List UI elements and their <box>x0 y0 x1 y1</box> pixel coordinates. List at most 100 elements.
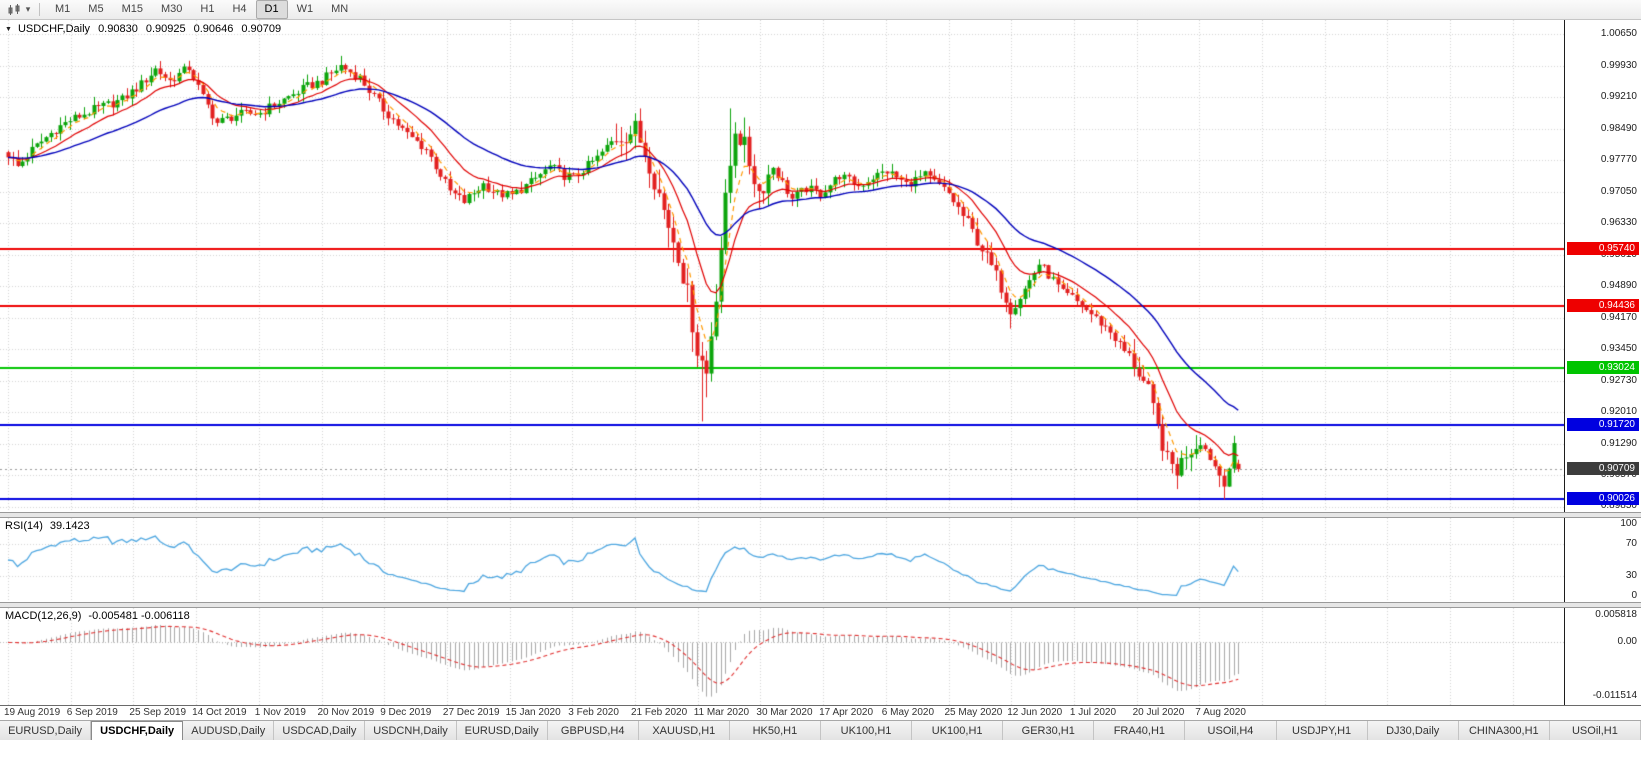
macd-scale-label: -0.011514 <box>1592 690 1637 702</box>
level-price-label[interactable]: 0.95740 <box>1567 241 1639 255</box>
date-label: 27 Dec 2019 <box>442 707 500 718</box>
price-tick-label: 0.99930 <box>1600 59 1637 71</box>
rsi-scale-label: 0 <box>1631 590 1637 601</box>
timeframe-m15[interactable]: M15 <box>121 3 143 15</box>
tab-eurusd-daily[interactable]: EURUSD,Daily <box>456 721 548 740</box>
price-tick-label: 0.94170 <box>1600 311 1637 323</box>
rsi-scale-label: 100 <box>1620 518 1637 529</box>
timeframe-m1[interactable]: M1 <box>55 3 71 15</box>
date-label: 21 Feb 2020 <box>631 707 688 718</box>
rsi-scale-label: 30 <box>1625 569 1637 581</box>
tab-usdcad-daily[interactable]: USDCAD,Daily <box>274 721 366 740</box>
rsi-canvas[interactable] <box>0 518 1564 602</box>
chart-window: ▼ USDCHF,Daily 0.90830 0.90925 0.90646 0… <box>0 20 1641 720</box>
date-label: 25 Sep 2019 <box>129 707 187 718</box>
tab-audusd-daily[interactable]: AUDUSD,Daily <box>183 721 275 740</box>
tab-china300-h1[interactable]: CHINA300,H1 <box>1458 721 1550 740</box>
level-price-label[interactable]: 0.91720 <box>1567 417 1639 431</box>
date-label: 11 Mar 2020 <box>693 707 750 718</box>
tab-fra40-h1[interactable]: FRA40,H1 <box>1094 721 1186 740</box>
dropdown-arrow-icon[interactable]: ▾ <box>25 4 31 14</box>
macd-label: MACD(12,26,9) -0.005481 -0.006118 <box>5 610 190 622</box>
tab-usdjpy-h1[interactable]: USDJPY,H1 <box>1276 721 1368 740</box>
macd-scale-label: 0.005818 <box>1595 609 1637 621</box>
price-tick-label: 0.99210 <box>1600 91 1637 103</box>
date-label: 7 Aug 2020 <box>1195 707 1246 718</box>
tab-usdchf-daily[interactable]: USDCHF,Daily <box>91 721 184 740</box>
ohlc-open: 0.90830 <box>98 23 138 35</box>
timeframe-h4[interactable]: H4 <box>232 3 247 15</box>
current-price-label: 0.90709 <box>1567 462 1639 476</box>
chart-type-icon[interactable] <box>5 1 23 18</box>
macd-current-values: -0.005481 -0.006118 <box>88 610 190 622</box>
tab-dj30-daily[interactable]: DJ30,Daily <box>1367 721 1459 740</box>
tab-uk100-h1[interactable]: UK100,H1 <box>820 721 913 740</box>
level-price-label[interactable]: 0.93024 <box>1567 360 1639 374</box>
price-chart-canvas[interactable] <box>0 20 1564 512</box>
ohlc-low: 0.90646 <box>193 23 234 35</box>
tab-xauusd-h1[interactable]: XAUUSD,H1 <box>638 721 730 740</box>
price-axis[interactable]: 1.00650 0.99930 0.99210 0.98490 0.97770 0.970… <box>1565 20 1641 512</box>
tab-hk50-h1[interactable]: HK50,H1 <box>729 721 821 740</box>
price-tick-label: 0.97770 <box>1600 154 1637 166</box>
price-pane: ▼ USDCHF,Daily 0.90830 0.90925 0.90646 0… <box>0 20 1641 512</box>
timeframe-m5[interactable]: M5 <box>88 3 104 15</box>
date-axis[interactable]: 19 Aug 2019 6 Sep 2019 25 Sep 2019 14 Oct 2… <box>0 705 1641 720</box>
date-label: 15 Jan 2020 <box>505 707 561 718</box>
date-label: 6 May 2020 <box>881 707 935 718</box>
collapse-triangle-icon[interactable]: ▼ <box>5 25 12 33</box>
macd-axis[interactable]: 0.005818 0.00 -0.011514 <box>1565 608 1641 705</box>
date-label: 17 Apr 2020 <box>819 707 874 718</box>
chart-title: ▼ USDCHF,Daily 0.90830 0.90925 0.90646 0… <box>5 23 281 35</box>
tab-uk100-h1[interactable]: UK100,H1 <box>912 721 1004 740</box>
pane-splitter[interactable] <box>0 602 1641 608</box>
tab-usoil-h1[interactable]: USOil,H1 <box>1549 721 1641 740</box>
macd-pane: MACD(12,26,9) -0.005481 -0.006118 0.0058… <box>0 608 1641 705</box>
tab-eurusd-daily[interactable]: EURUSD,Daily <box>0 721 92 740</box>
timeframe-w1[interactable]: W1 <box>296 3 314 15</box>
price-chart-plot[interactable]: ▼ USDCHF,Daily 0.90830 0.90925 0.90646 0… <box>0 20 1565 512</box>
rsi-axis[interactable]: 100 70 30 0 <box>1565 518 1641 602</box>
price-tick-label: 0.97050 <box>1600 185 1637 197</box>
date-label: 25 May 2020 <box>944 707 1003 718</box>
price-tick-label: 1.00650 <box>1600 28 1637 39</box>
level-price-label[interactable]: 0.94436 <box>1567 299 1639 312</box>
rsi-label: RSI(14) 39.1423 <box>5 520 90 532</box>
price-tick-label: 0.98490 <box>1600 122 1637 134</box>
date-label: 20 Jul 2020 <box>1132 707 1185 718</box>
date-label: 9 Dec 2019 <box>380 707 432 718</box>
pane-splitter[interactable] <box>0 512 1641 518</box>
tab-usoil-h4[interactable]: USOil,H4 <box>1185 721 1277 740</box>
price-tick-label: 0.89850 <box>1600 500 1637 511</box>
timeframe-mn[interactable]: MN <box>331 3 349 15</box>
date-label: 3 Feb 2020 <box>568 707 619 718</box>
timeframe-m30[interactable]: M30 <box>160 3 183 15</box>
date-label: 20 Nov 2019 <box>317 707 375 718</box>
macd-name: MACD(12,26,9) <box>5 610 82 622</box>
chart-tabs-bar: EURUSD,Daily USDCHF,Daily AUDUSD,Daily USDC… <box>0 720 1641 740</box>
date-label: 14 Oct 2019 <box>192 707 247 718</box>
timeframe-h1[interactable]: H1 <box>200 3 215 15</box>
tab-ger30-h1[interactable]: GER30,H1 <box>1003 721 1095 740</box>
rsi-scale-label: 70 <box>1625 538 1637 550</box>
ohlc-close: 0.90709 <box>241 23 282 35</box>
macd-canvas[interactable] <box>0 608 1564 705</box>
ohlc-high: 0.90925 <box>145 23 186 35</box>
date-label: 19 Aug 2019 <box>4 707 61 718</box>
price-tick-label: 0.91290 <box>1600 437 1637 449</box>
rsi-plot[interactable]: RSI(14) 39.1423 <box>0 518 1565 602</box>
level-price-label[interactable]: 0.90026 <box>1567 492 1639 506</box>
price-tick-label: 0.94890 <box>1600 280 1637 292</box>
rsi-name: RSI(14) <box>5 520 43 532</box>
timeframe-d1[interactable]: D1 <box>255 0 288 19</box>
macd-plot[interactable]: MACD(12,26,9) -0.005481 -0.006118 <box>0 608 1565 705</box>
tab-gbpusd-h4[interactable]: GBPUSD,H4 <box>547 721 639 740</box>
macd-scale-label: 0.00 <box>1617 636 1637 648</box>
date-label: 1 Nov 2019 <box>254 707 306 718</box>
tab-usdcnh-daily[interactable]: USDCNH,Daily <box>365 721 457 740</box>
price-tick-label: 0.92730 <box>1600 374 1637 386</box>
date-label: 30 Mar 2020 <box>756 707 813 718</box>
timeframe-toolbar: ▾ M1 M5 M15 M30 H1 H4 D1 W1 MN <box>0 0 1641 20</box>
price-tick-label: 0.93450 <box>1600 343 1637 355</box>
